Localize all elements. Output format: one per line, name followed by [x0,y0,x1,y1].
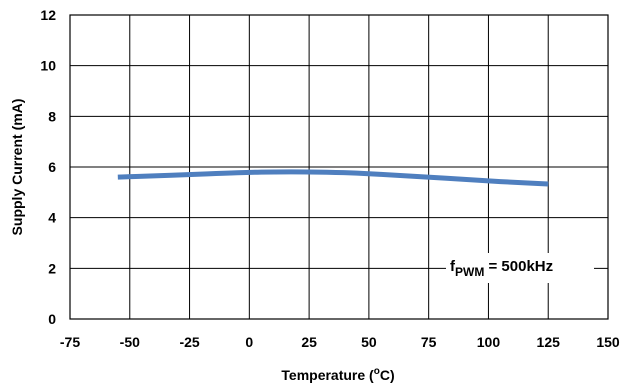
y-tick-label: 2 [48,260,56,276]
y-tick-label: 4 [48,210,56,226]
x-tick-label: 125 [537,334,561,350]
x-tick-label: 0 [245,334,253,350]
series-line [117,169,549,187]
x-tick-label: 75 [421,334,437,350]
y-tick-label: 12 [40,7,56,23]
series-layer [117,169,549,187]
y-tick-label: 0 [48,311,56,327]
x-tick-label: 100 [477,334,501,350]
x-axis-label: Temperature (oC) [281,366,394,383]
tick-labels: -75 -50 -25 0 25 50 75 100 125 150 0 2 4 6 8 10 12 [40,7,619,350]
grid [69,14,609,320]
y-tick-label: 8 [48,108,56,124]
x-tick-label: -75 [60,334,80,350]
x-tick-label: -50 [120,334,140,350]
x-tick-label: 150 [596,334,620,350]
x-tick-label: 25 [301,334,317,350]
plot-frame [69,14,609,320]
y-tick-label: 10 [40,58,56,74]
annotation-box [446,253,594,283]
x-tick-label: -25 [179,334,199,350]
y-axis-label: Supply Current (mA) [9,99,25,236]
y-tick-label: 6 [48,159,56,175]
annotation-label: fPWM = 500kHz [450,258,553,279]
x-tick-label: 50 [361,334,377,350]
